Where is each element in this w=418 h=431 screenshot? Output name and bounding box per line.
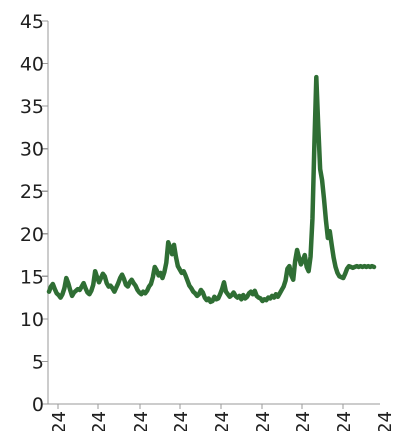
y-tick-label: 15 [20,266,44,288]
y-tick-label: 20 [20,224,44,246]
x-tick-label: 24 [293,411,314,431]
x-axis-ticks: 24 24 24 24 24 24 24 24 24 [49,404,396,431]
x-tick-label: 24 [375,411,396,431]
series-line [46,74,377,305]
x-tick-label: 24 [253,411,274,431]
y-tick-label: 25 [20,181,44,203]
x-tick-label: 24 [89,411,110,431]
x-tick-label: 24 [334,411,355,431]
x-tick-label: 24 [212,411,233,431]
y-tick-label: 45 [20,11,44,33]
y-tick-label: 35 [20,96,44,118]
x-tick-label: 24 [131,411,152,431]
y-tick-label: 30 [20,139,44,161]
y-axis-ticks: 0 5 10 15 20 25 30 35 40 45 [20,11,48,416]
x-tick-label: 24 [49,411,70,431]
x-tick-label: 24 [171,411,192,431]
y-tick-label: 40 [20,54,44,76]
y-tick-label: 0 [32,394,44,416]
y-tick-label: 10 [20,309,44,331]
series-group [46,74,377,305]
y-tick-label: 5 [32,351,44,373]
